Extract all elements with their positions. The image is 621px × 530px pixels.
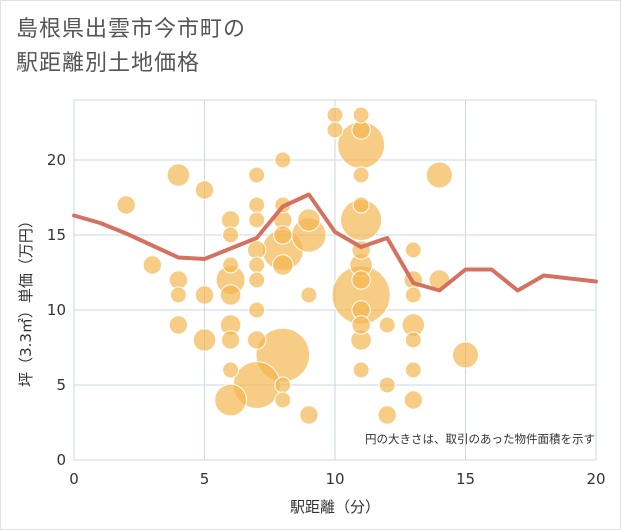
data-point <box>222 226 240 244</box>
data-point <box>248 271 266 289</box>
data-point <box>404 241 422 259</box>
y-tick-label: 0 <box>56 451 66 469</box>
data-point <box>403 390 423 410</box>
data-point <box>248 256 266 274</box>
data-point <box>425 161 453 189</box>
data-point <box>166 163 191 187</box>
data-point <box>247 330 267 350</box>
chart-title-line2: 駅距離別土地価格 <box>16 51 201 76</box>
data-point <box>272 254 294 276</box>
data-point <box>299 405 319 425</box>
data-point <box>214 383 248 417</box>
data-point <box>220 210 241 230</box>
grid-lines <box>73 99 597 461</box>
data-point <box>352 166 370 184</box>
size-annotation: 円の大きさは、取引のあった物件面積を示す <box>365 432 595 446</box>
tick-labels: 0 5 10 15 20 0 5 10 15 20 <box>47 151 606 488</box>
data-point <box>142 255 162 275</box>
y-tick-label: 5 <box>56 376 66 394</box>
data-point <box>404 361 422 379</box>
x-tick-label: 20 <box>586 470 605 488</box>
data-point <box>352 196 370 214</box>
data-point <box>248 166 266 184</box>
data-point <box>274 151 292 169</box>
data-point <box>378 316 396 334</box>
data-point <box>169 286 187 304</box>
data-point <box>274 391 292 409</box>
data-point <box>192 328 217 352</box>
data-point <box>404 286 422 304</box>
chart-title: 島根県出雲市今市町の 駅距離別土地価格 <box>16 13 246 81</box>
data-point <box>351 315 371 335</box>
data-point <box>274 376 292 394</box>
data-point <box>452 341 479 369</box>
data-point <box>351 270 371 290</box>
average-line-layer <box>72 192 598 293</box>
data-point <box>248 196 266 214</box>
y-tick-label: 15 <box>47 226 66 244</box>
y-axis-label: 坪（3.3㎡）単価（万円） <box>17 213 35 387</box>
data-point <box>194 285 215 305</box>
series-line <box>72 192 598 293</box>
x-tick-label: 10 <box>325 470 344 488</box>
y-tick-label: 20 <box>47 151 66 169</box>
data-point <box>247 240 267 260</box>
data-point <box>326 121 344 139</box>
data-point <box>248 301 266 319</box>
data-point <box>300 286 318 304</box>
data-point <box>352 361 370 379</box>
data-point <box>194 180 215 200</box>
data-point <box>168 315 189 335</box>
data-point <box>351 120 371 140</box>
data-point <box>116 195 136 215</box>
data-point <box>222 256 240 274</box>
data-point <box>273 225 293 245</box>
data-point <box>377 405 397 425</box>
data-point <box>219 284 242 306</box>
data-point <box>326 106 344 124</box>
data-point <box>220 330 241 350</box>
x-tick-label: 0 <box>69 470 79 488</box>
data-point <box>248 211 266 229</box>
data-point <box>352 106 370 124</box>
data-point <box>404 331 422 349</box>
bubble-layer <box>116 106 479 425</box>
x-tick-label: 15 <box>456 470 475 488</box>
y-tick-label: 10 <box>47 301 66 319</box>
data-point <box>168 270 189 290</box>
x-tick-label: 5 <box>200 470 210 488</box>
x-axis-label: 駅距離（分） <box>290 498 380 516</box>
chart-title-line1: 島根県出雲市今市町の <box>16 17 247 42</box>
data-point <box>222 361 240 379</box>
data-point <box>378 376 396 394</box>
data-point <box>297 208 321 232</box>
